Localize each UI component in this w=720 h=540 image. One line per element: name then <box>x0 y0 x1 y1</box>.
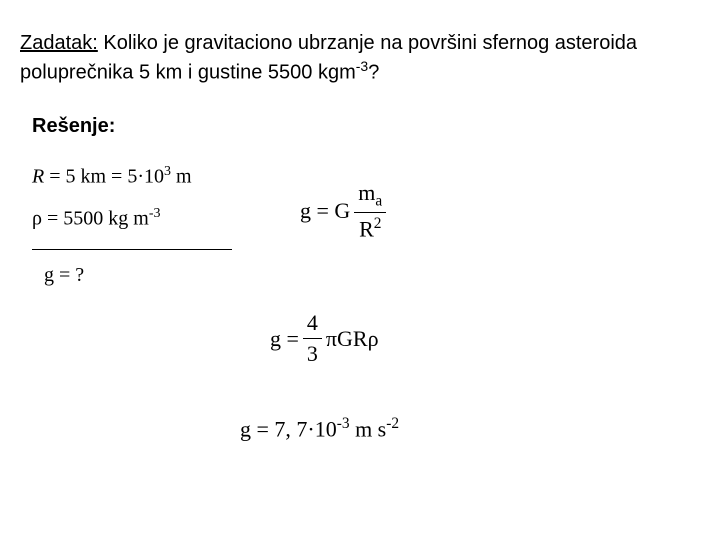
formula-1: g = G ma R2 <box>300 180 390 243</box>
problem-text-2: ? <box>368 62 379 84</box>
result-exp: -3 <box>337 415 350 432</box>
given-rho-symbol: ρ <box>32 208 42 230</box>
problem-label: Zadatak: <box>20 32 98 54</box>
formula1-fraction: ma R2 <box>354 180 386 243</box>
formula1-num-m: m <box>358 180 375 205</box>
formula1-den-R: R <box>359 217 374 242</box>
divider-line <box>32 249 232 250</box>
result-unit: m s <box>350 416 387 441</box>
formula-2: g = 4 3 πGRρ <box>270 310 379 367</box>
solution-label: Rešenje: <box>32 115 700 138</box>
given-R-unit: m <box>171 165 192 187</box>
formula2-num: 4 <box>303 310 322 339</box>
problem-text-1: Koliko je gravitaciono ubrzanje na površ… <box>20 32 637 84</box>
given-rho-exp: -3 <box>149 206 161 221</box>
result: g = 7, 7·10-3 m s-2 <box>240 415 399 442</box>
given-R-exp: 3 <box>164 164 171 179</box>
given-R-eq: = 5 km = 5·10 <box>44 165 164 187</box>
formula2-den: 3 <box>303 339 322 367</box>
formula2-fraction: 4 3 <box>303 310 322 367</box>
formula1-den-exp: 2 <box>374 215 382 232</box>
unknown-g: g <box>44 264 54 286</box>
problem-exponent: -3 <box>356 58 368 74</box>
given-rho-eq: = 5500 kg m <box>42 208 149 230</box>
result-unit-exp: -2 <box>386 415 399 432</box>
formula1-lhs: g = G <box>300 198 350 224</box>
problem-statement: Zadatak: Koliko je gravitaciono ubrzanje… <box>20 30 700 87</box>
formula1-num-sub: a <box>375 192 382 209</box>
given-R-symbol: R <box>32 165 44 187</box>
result-g: g <box>240 416 251 441</box>
unknown: g = ? <box>44 264 700 287</box>
formula2-rhs: πGRρ <box>326 326 379 352</box>
unknown-eq: = ? <box>54 264 84 286</box>
result-eq: = 7, 7·10 <box>251 416 337 441</box>
formula2-lhs: g = <box>270 326 299 352</box>
